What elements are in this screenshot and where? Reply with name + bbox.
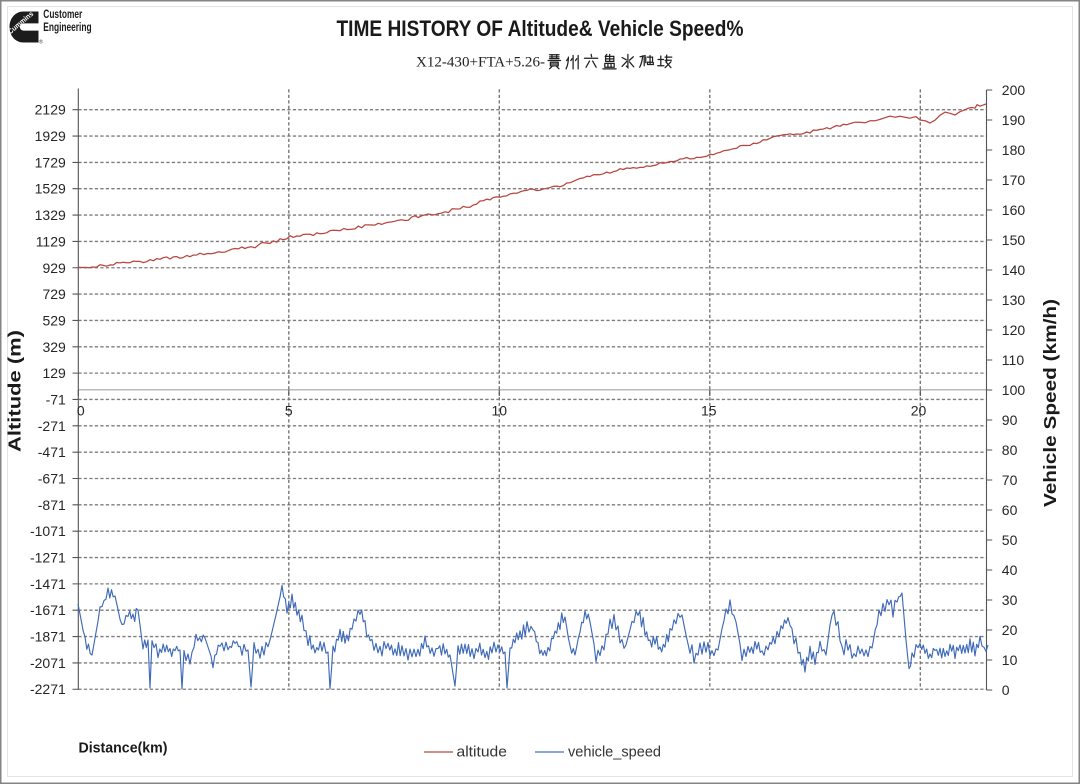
svg-text:®: ® (39, 39, 43, 46)
svg-text:altitude: altitude (457, 744, 507, 761)
svg-text:-1471: -1471 (30, 576, 66, 592)
svg-text:-1671: -1671 (30, 602, 66, 618)
svg-text:1329: 1329 (35, 207, 66, 223)
svg-text:0: 0 (77, 403, 85, 419)
svg-text:Altitude (m): Altitude (m) (5, 330, 25, 452)
svg-text:110: 110 (1002, 352, 1025, 368)
svg-text:Customer: Customer (43, 7, 82, 21)
svg-text:100: 100 (1002, 382, 1026, 398)
svg-text:40: 40 (1002, 562, 1018, 578)
svg-text:120: 120 (1002, 322, 1026, 338)
svg-text:-871: -871 (38, 497, 66, 513)
svg-text:-471: -471 (38, 444, 66, 460)
svg-text:0: 0 (1002, 682, 1010, 698)
svg-text:10: 10 (492, 403, 508, 419)
svg-text:30: 30 (1002, 592, 1018, 608)
svg-text:10: 10 (1002, 652, 1018, 668)
svg-text:1129: 1129 (36, 233, 66, 249)
svg-text:50: 50 (1002, 532, 1018, 548)
svg-text:5: 5 (285, 403, 293, 419)
svg-text:Engineering: Engineering (43, 20, 91, 34)
svg-text:-71: -71 (46, 392, 66, 408)
svg-text:160: 160 (1002, 202, 1026, 218)
svg-text:170: 170 (1002, 172, 1026, 188)
svg-text:130: 130 (1002, 292, 1026, 308)
svg-text:60: 60 (1002, 502, 1018, 518)
svg-text:150: 150 (1002, 232, 1026, 248)
svg-text:Distance(km): Distance(km) (79, 740, 168, 757)
svg-text:929: 929 (42, 260, 66, 276)
svg-text:180: 180 (1002, 142, 1026, 158)
svg-text:2129: 2129 (35, 102, 66, 118)
svg-text:200: 200 (1002, 82, 1026, 98)
svg-text:-2271: -2271 (30, 681, 66, 697)
svg-text:1929: 1929 (35, 128, 66, 144)
svg-text:-671: -671 (38, 471, 66, 487)
svg-text:90: 90 (1002, 412, 1018, 428)
svg-text:20: 20 (1002, 622, 1018, 638)
svg-text:80: 80 (1002, 442, 1018, 458)
svg-text:129: 129 (42, 365, 66, 381)
svg-text:Vehicle Speed (km/h): Vehicle Speed (km/h) (1040, 299, 1060, 507)
svg-text:X12-430+FTA+5.26-: X12-430+FTA+5.26- (416, 54, 545, 71)
svg-text:TIME HISTORY OF Altitude& Vehi: TIME HISTORY OF Altitude& Vehicle Speed% (337, 16, 744, 41)
svg-text:1729: 1729 (35, 154, 66, 170)
svg-text:190: 190 (1002, 112, 1026, 128)
svg-text:15: 15 (701, 403, 717, 419)
svg-text:-1071: -1071 (30, 523, 66, 539)
svg-text:vehicle_speed: vehicle_speed (568, 744, 661, 761)
svg-text:-1871: -1871 (30, 629, 66, 645)
svg-text:70: 70 (1002, 472, 1018, 488)
svg-text:140: 140 (1002, 262, 1026, 278)
svg-text:729: 729 (42, 286, 66, 302)
svg-text:-271: -271 (38, 418, 66, 434)
svg-text:20: 20 (911, 403, 927, 419)
svg-text:329: 329 (42, 339, 66, 355)
svg-text:1529: 1529 (35, 181, 66, 197)
svg-text:-2071: -2071 (30, 655, 66, 671)
svg-text:529: 529 (42, 312, 66, 328)
svg-text:-1271: -1271 (30, 550, 66, 566)
